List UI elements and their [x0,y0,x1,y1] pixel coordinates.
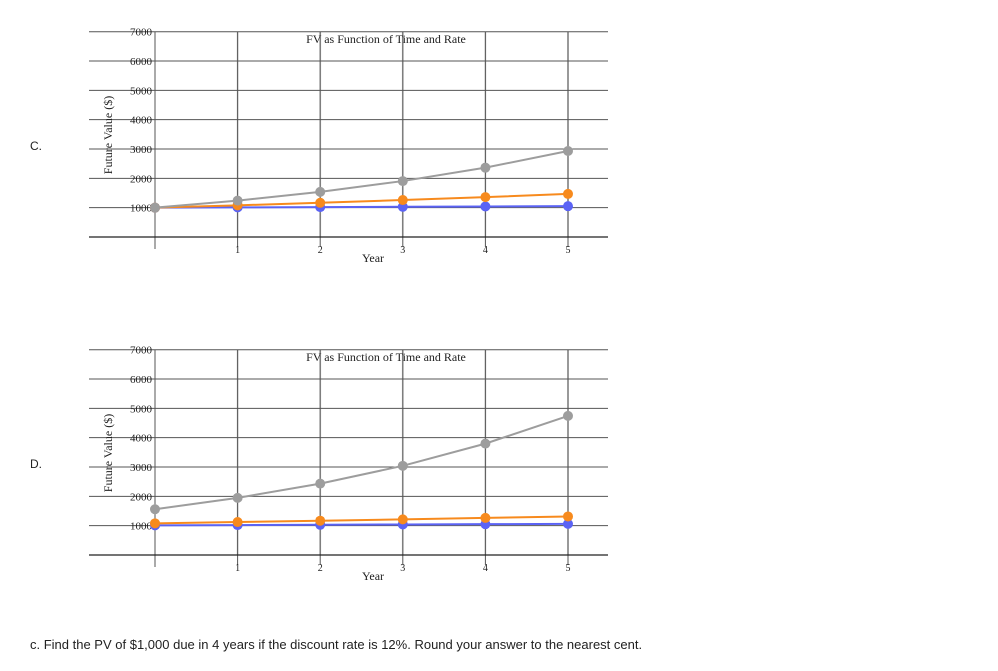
y-tick-label: 4000 [130,115,153,127]
chart-option-c: 1000 2000 3000 4000 5000 6000 7000 1 2 3 4 5 FV as F… [89,27,608,265]
y-tick-label: 6000 [130,56,153,68]
x-tick-label: 1 [235,563,240,574]
y-tick-label: 3000 [130,144,153,156]
series-1-point [480,201,491,212]
series-2-point [150,518,160,529]
series-3-point [315,186,326,197]
series-2-point [397,514,408,525]
series-3-point [150,202,160,213]
series-3-point [563,410,573,421]
series-line-1 [154,522,569,527]
x-tick-label: 4 [483,245,488,256]
x-tick-label: 2 [318,563,323,574]
series-line-2 [154,515,569,525]
series-2-point [232,517,243,528]
series-line-1 [154,205,569,209]
y-tick-label: 5000 [130,403,153,415]
series-2-point [480,192,491,203]
x-tick-label: 1 [235,245,240,256]
series-1-point [563,518,573,529]
series-3-point [397,176,408,187]
series-2-point [480,512,491,523]
x-tick-label: 2 [318,245,323,256]
series-1-point [563,201,573,212]
question-text: c. Find the PV of $1,000 due in 4 years … [30,637,643,652]
series-2-point [315,197,326,208]
x-axis-label: Year [362,251,384,265]
series-3-point [397,460,408,471]
series-3-point [150,504,160,515]
y-axis-label: Future Value ($) [101,414,115,492]
series-2-point [397,195,408,206]
chart-title: FV as Function of Time and Rate [306,350,466,364]
y-tick-label: 6000 [130,374,153,386]
series-3-point [232,195,243,206]
y-tick-label: 3000 [130,462,153,474]
y-tick-label: 1000 [130,203,153,215]
series-3-point [315,478,326,489]
y-axis-label: Future Value ($) [101,96,115,174]
y-tick-label: 2000 [130,491,153,503]
x-tick-label: 4 [483,563,488,574]
x-tick-label: 3 [400,245,405,256]
series-2-point [315,515,326,526]
y-tick-label: 7000 [130,27,153,39]
option-c-label: C. [30,139,42,153]
series-2-point [563,188,573,199]
series-3-point [480,162,491,173]
chart-title: FV as Function of Time and Rate [306,32,466,46]
y-tick-label: 5000 [130,85,153,97]
series-2-point [563,511,573,522]
series-line-3 [154,150,569,209]
series-3-point [563,146,573,157]
series-line-3 [154,414,569,511]
y-tick-label: 7000 [130,345,153,357]
chart-option-d: 1000 2000 3000 4000 5000 6000 7000 1 2 3 4 5 FV as F… [89,345,608,583]
series-line-2 [154,192,569,209]
x-tick-label: 5 [566,563,571,574]
x-tick-label: 3 [400,563,405,574]
y-tick-label: 4000 [130,433,153,445]
series-3-point [480,438,491,449]
y-tick-label: 2000 [130,173,153,185]
series-3-point [232,492,243,503]
x-tick-label: 5 [566,245,571,256]
option-d-label: D. [30,457,42,471]
x-axis-label: Year [362,569,384,583]
y-tick-label: 1000 [130,521,153,533]
